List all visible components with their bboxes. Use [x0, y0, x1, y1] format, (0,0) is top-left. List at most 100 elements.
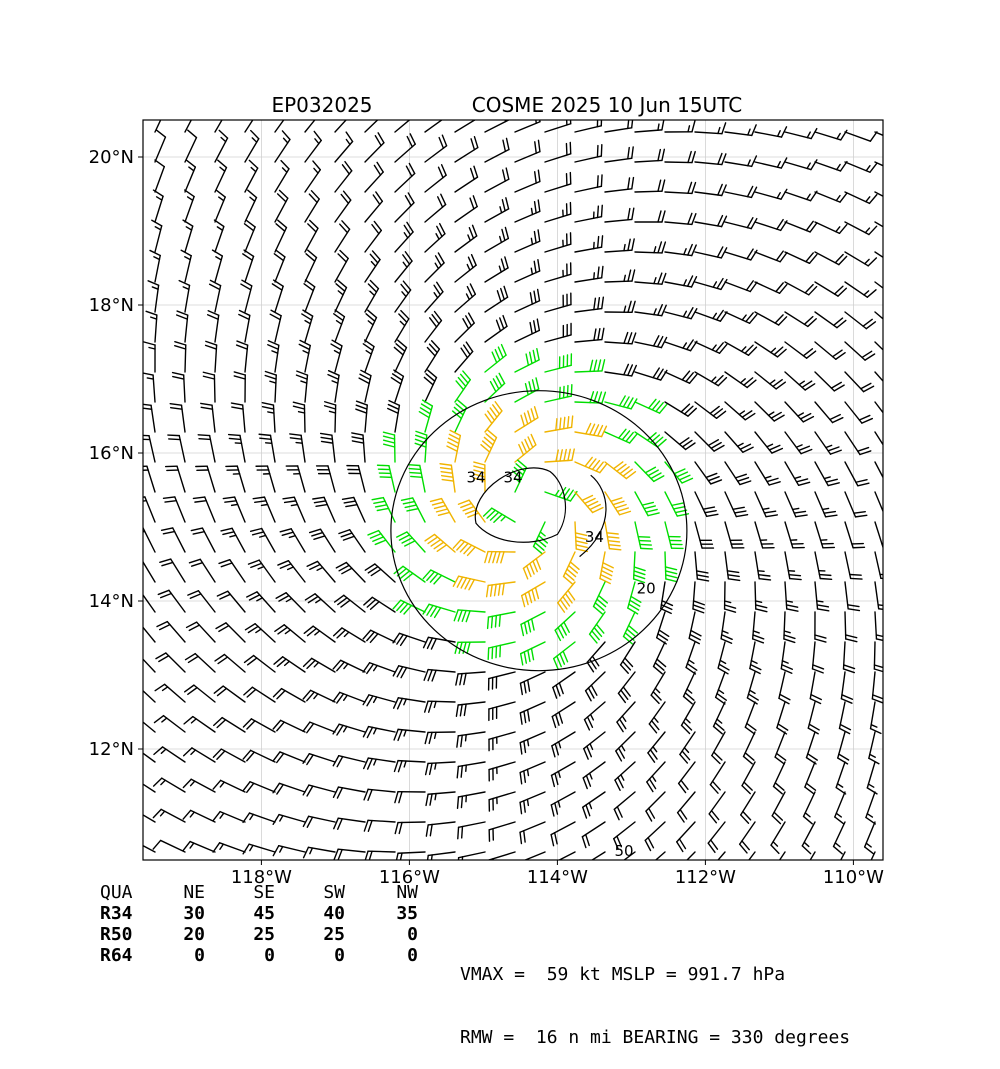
wind-barb — [419, 400, 432, 432]
barb-feather — [425, 701, 428, 712]
barb-feather — [632, 239, 634, 250]
barb-half-feather — [866, 843, 871, 847]
barb-feather — [280, 564, 291, 568]
wind-barb — [583, 792, 605, 818]
barb-feather — [524, 741, 526, 752]
barb-feather — [208, 311, 218, 315]
barb-feather — [880, 574, 891, 575]
wind-barb — [745, 702, 756, 734]
barb-feather — [858, 483, 869, 486]
wind-barb — [649, 702, 665, 733]
barb-feather — [601, 575, 611, 580]
wind-barb — [755, 372, 785, 389]
contour-label: 34 — [585, 528, 604, 546]
barb-half-feather — [188, 197, 193, 200]
barb-half-feather — [500, 207, 502, 213]
barb-feather — [634, 575, 645, 579]
barb-half-feather — [256, 629, 261, 632]
wind-barb — [725, 218, 757, 229]
barb-feather — [534, 232, 536, 243]
barb-feather — [528, 621, 530, 632]
wind-barb — [515, 140, 540, 162]
barb-feather — [223, 532, 234, 535]
wind-barb — [124, 777, 155, 792]
barb-feather — [811, 160, 817, 170]
wind-barb — [458, 822, 485, 839]
table-cell: 25 — [235, 924, 275, 945]
barb-feather — [602, 328, 604, 339]
wind-barb — [256, 466, 275, 492]
barb-feather — [534, 261, 536, 272]
wind-barb — [775, 732, 786, 764]
wind-barb — [709, 792, 725, 823]
barb-feather — [343, 536, 354, 540]
barb-feather — [338, 819, 343, 829]
barb-feather — [164, 497, 175, 498]
barb-half-feather — [807, 132, 810, 137]
wind-barb — [875, 252, 906, 267]
wind-barb — [425, 534, 455, 552]
barb-feather — [524, 652, 526, 663]
barb-feather — [602, 236, 603, 247]
wind-barb — [170, 404, 185, 432]
wind-barb — [243, 250, 254, 282]
barb-feather — [273, 815, 279, 825]
barb-half-feather — [499, 266, 501, 272]
barb-half-feather — [157, 197, 162, 200]
barb-feather — [487, 585, 489, 596]
barb-feather — [572, 449, 574, 460]
wind-barb — [665, 182, 696, 193]
wind-barb — [725, 342, 757, 355]
wind-barb — [183, 810, 215, 822]
wind-barb — [716, 672, 727, 704]
barb-feather — [443, 106, 447, 117]
barb-feather — [485, 552, 488, 563]
wind-barb — [695, 402, 726, 418]
wind-barb — [714, 702, 725, 734]
barb-feather — [426, 825, 428, 836]
barb-feather — [273, 846, 278, 856]
barb-half-feather — [305, 321, 310, 324]
barb-feather — [525, 440, 530, 450]
wind-barb — [245, 190, 256, 222]
barb-feather — [410, 473, 421, 474]
barb-feather — [674, 507, 685, 509]
wind-barb — [485, 552, 515, 563]
barb-feather — [859, 415, 869, 420]
wind-barb — [815, 162, 847, 171]
barb-feather — [126, 652, 136, 657]
wind-barb — [815, 462, 839, 486]
wind-barb — [682, 702, 695, 733]
barb-feather — [850, 574, 861, 575]
barb-half-feather — [132, 717, 137, 721]
barb-feather — [632, 301, 635, 312]
wind-barb — [489, 672, 515, 690]
wind-barb — [558, 582, 575, 612]
table-cell: R34 — [100, 903, 140, 924]
barb-half-feather — [289, 536, 295, 538]
barb-half-feather — [230, 535, 236, 537]
wind-barb — [725, 186, 757, 197]
barb-feather — [628, 239, 630, 250]
barb-feather — [802, 846, 810, 854]
wind-barb — [515, 230, 540, 252]
wind-barb — [275, 190, 288, 222]
barb-feather — [692, 214, 696, 225]
wind-barb — [584, 732, 605, 759]
barb-shaft — [582, 852, 605, 866]
barb-feather — [538, 170, 540, 181]
wind-barb — [635, 305, 666, 316]
wind-barb — [695, 216, 726, 227]
barb-feather — [856, 480, 867, 483]
wind-barb — [515, 260, 540, 282]
wind-barb — [838, 732, 849, 764]
barb-feather — [495, 350, 500, 360]
barb-half-feather — [793, 508, 799, 509]
wind-barb — [274, 657, 305, 672]
barb-feather — [632, 117, 633, 128]
barb-feather — [262, 403, 273, 405]
barb-feather — [502, 229, 505, 240]
wind-barb — [127, 621, 155, 642]
wind-barb — [774, 762, 785, 794]
barb-half-feather — [594, 273, 595, 279]
